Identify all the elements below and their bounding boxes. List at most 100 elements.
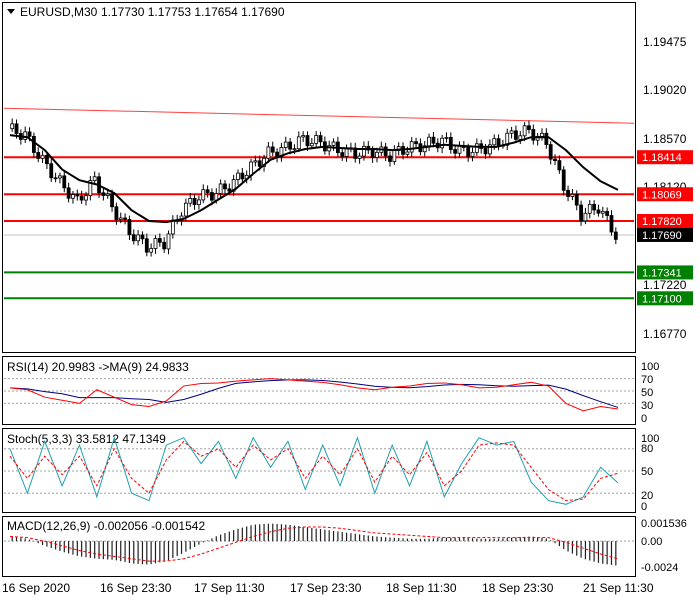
y-tick: 1.18570 [643,132,687,146]
rsi-y-tick: 50 [641,387,653,399]
candle-body [23,131,28,140]
candle-body [370,149,375,158]
main-panel[interactable] [2,2,636,353]
candle-body [448,137,453,150]
candle-body [509,130,514,134]
rsi-y-tick: 30 [641,400,653,412]
candle-body [470,151,475,157]
stoch-d-line [9,440,619,502]
candle-body [557,160,562,171]
candle-body [592,203,597,211]
x-tick: 21 Sep 11:30 [583,581,654,595]
stoch-y-tick: 100 [641,433,659,445]
candle-body [383,146,388,157]
rsi-title: RSI(14) 20.9983 ->MA(9) 24.9833 [7,360,189,374]
price-tag [637,187,693,202]
candle-body [157,238,162,243]
candle-body [548,144,553,160]
symbol-timeframe: EURUSD,M30 [20,5,98,19]
candle-body [218,183,223,194]
candle-body [53,177,58,180]
candle-body [331,141,336,146]
candle-body [123,217,127,220]
candle-body [27,131,32,137]
candle-body [84,195,88,201]
macd-y-tick: 0.00 [641,536,662,548]
price-tag-label: 1.17100 [642,293,682,305]
candle-body [131,234,136,242]
candle-body [514,130,518,140]
candle-body [31,135,36,153]
rsi-line [9,378,619,412]
candle-body [153,238,158,249]
candle-body [262,157,266,167]
y-tick: 1.16770 [643,327,687,341]
candle-body [279,147,284,158]
stoch-title: Stoch(5,3,3) 33.5812 47.1349 [7,432,166,446]
candle-body [166,233,171,250]
candle-body [422,145,427,153]
candle-body [566,189,570,197]
dropdown-triangle-icon[interactable] [7,9,15,14]
candle-body [149,248,154,253]
candle-body [544,132,549,145]
candle-body [466,147,471,157]
candle-body [301,135,306,138]
x-tick: 18 Sep 11:30 [386,581,457,595]
candle-body [531,129,536,141]
candle-body [444,137,449,139]
candle-body [101,192,106,196]
candle-body [483,148,488,155]
candle-body [540,132,544,137]
candle-body [457,145,462,154]
candle-body [600,210,605,214]
candle-body [62,175,67,189]
candle-body [253,160,258,163]
candle-body [431,136,436,144]
candle-body [605,210,610,216]
moving-average-line [9,134,619,224]
candle-body [40,154,45,159]
stoch-y-tick: 0 [641,501,647,513]
candle-body [240,172,245,180]
candle-body [309,142,314,147]
candle-body [296,136,301,150]
candle-body [405,151,410,155]
macd-y-tick: -0.0024 [641,562,678,574]
candle-body [505,132,510,146]
candle-body [201,189,206,201]
candle-body [79,195,84,201]
candle-body [210,192,214,201]
candle-body [110,193,114,208]
current-price-tag [637,227,693,242]
candle-body [579,204,583,222]
candle-body [205,189,210,193]
candle-body [561,169,566,191]
candle-body [71,194,75,199]
candle-body [583,212,588,222]
candle-body [340,152,345,157]
macd-title: MACD(12,26,9) -0.002056 -0.001542 [7,519,205,533]
candle-body [487,144,492,155]
price-tag [637,265,693,280]
candle-body [58,175,62,179]
candle-body [318,135,323,143]
y-tick: 1.17220 [643,278,687,292]
candle-body [314,135,319,144]
rsi-y-tick: 70 [641,374,653,386]
candle-body [609,215,614,233]
x-tick: 16 Sep 23:30 [100,581,172,595]
price-tag-label: 1.18414 [642,152,682,164]
stoch-y-axis: 100 80 50 20 0 [641,433,659,513]
candle-body [388,155,392,162]
candle-body [553,158,557,161]
price-tag [637,213,693,228]
stoch-k-line [9,435,619,505]
candle-body [574,193,579,206]
candle-body [105,193,110,196]
candle-body [596,209,601,214]
candle-body [266,146,271,159]
candle-body [114,206,119,221]
candle-body [66,187,71,199]
